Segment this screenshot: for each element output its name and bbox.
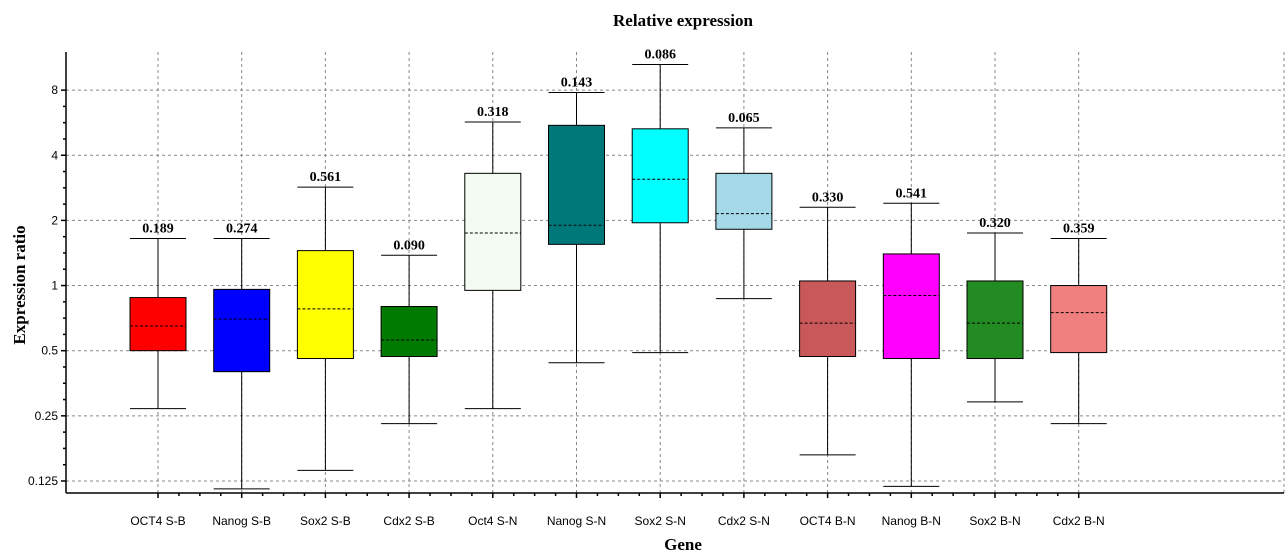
- x-tick-label: Oct4 S-N: [468, 514, 517, 528]
- x-tick-label: Nanog S-N: [547, 514, 606, 528]
- p-value-label: 0.274: [226, 221, 258, 236]
- x-tick-label: Cdx2 S-B: [383, 514, 434, 528]
- y-tick-label: 8: [51, 83, 58, 97]
- p-value-label: 0.561: [310, 170, 342, 185]
- p-value-label: 0.359: [1063, 221, 1095, 236]
- box: [296, 250, 354, 360]
- p-value-label: 0.320: [979, 216, 1011, 231]
- chart-title: Relative expression: [613, 11, 753, 30]
- x-tick-label: OCT4 B-N: [800, 514, 856, 528]
- p-value-label: 0.541: [896, 186, 928, 201]
- box: [966, 280, 1024, 360]
- box-layer: [129, 64, 1108, 490]
- p-value-label: 0.090: [393, 238, 425, 253]
- p-value-label: 0.189: [142, 221, 174, 236]
- y-tick-label: 0.5: [41, 344, 58, 358]
- p-value-label: 0.330: [812, 190, 844, 205]
- axis-layer: 0.125 0.25 0.5 1 2 4 8 OCT4 S-B Nanog S-B Sox2 S-…: [28, 52, 1284, 528]
- grid-layer: [66, 52, 1285, 493]
- box: [548, 124, 605, 245]
- box: [380, 306, 438, 358]
- p-value-label: 0.065: [728, 111, 760, 126]
- box: [129, 297, 187, 352]
- box: [213, 288, 271, 373]
- x-tick-label: Cdx2 S-N: [718, 514, 770, 528]
- box: [1050, 285, 1108, 354]
- box: [715, 172, 773, 230]
- p-value-label: 0.318: [477, 105, 509, 120]
- x-tick-label: Sox2 S-N: [635, 514, 686, 528]
- x-tick-label: Nanog S-B: [212, 514, 271, 528]
- x-axis-label: Gene: [664, 535, 702, 554]
- p-value-label: 0.086: [644, 48, 676, 63]
- box: [799, 280, 857, 358]
- y-tick-label: 4: [51, 148, 58, 162]
- box: [882, 253, 940, 360]
- x-tick-label: Cdx2 B-N: [1053, 514, 1105, 528]
- x-tick-label: Sox2 B-N: [969, 514, 1020, 528]
- y-tick-label: 1: [51, 279, 58, 293]
- y-tick-label: 0.125: [28, 474, 58, 488]
- y-axis-label: Expression ratio: [10, 225, 29, 344]
- box: [464, 172, 522, 291]
- p-value-label: 0.143: [561, 75, 593, 90]
- y-tick-label: 2: [51, 213, 58, 227]
- label-layer: 0.189 0.274 0.561 0.090 0.318 0.143 0.086 0.065…: [142, 48, 1094, 254]
- box: [631, 128, 689, 224]
- y-tick-label: 0.25: [35, 409, 59, 423]
- x-tick-label: Nanog B-N: [882, 514, 941, 528]
- x-tick-label: Sox2 S-B: [300, 514, 351, 528]
- x-tick-label: OCT4 S-B: [130, 514, 185, 528]
